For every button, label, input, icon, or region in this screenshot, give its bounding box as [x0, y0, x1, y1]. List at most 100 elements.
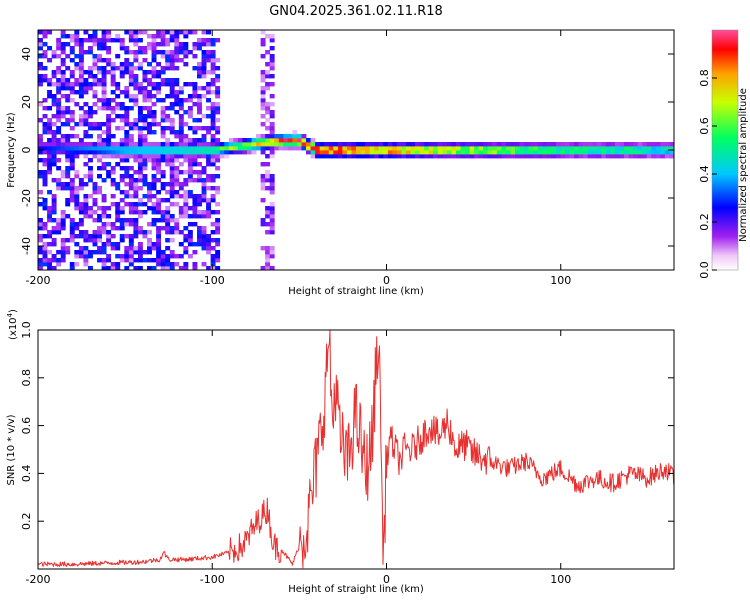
- heatmap-cell: [151, 218, 157, 223]
- heatmap-cell: [51, 146, 57, 151]
- heatmap-cell: [56, 114, 62, 119]
- heatmap-cell: [137, 166, 143, 171]
- heatmap-cell: [110, 262, 116, 267]
- heatmap-cell: [169, 34, 175, 39]
- heatmap-cell: [192, 198, 198, 203]
- heatmap-cell: [65, 94, 71, 99]
- heatmap-cell: [265, 262, 271, 267]
- heatmap-cell: [133, 178, 139, 183]
- heatmap-cell: [160, 114, 166, 119]
- heatmap-cell: [487, 146, 493, 151]
- heatmap-cell: [346, 154, 352, 159]
- heatmap-cell: [147, 90, 152, 95]
- heatmap-cell: [110, 82, 116, 87]
- heatmap-cell: [215, 202, 221, 207]
- heatmap-cell: [156, 90, 162, 95]
- heatmap-cell: [137, 198, 143, 203]
- heatmap-cell: [187, 154, 193, 159]
- heatmap-cell: [206, 266, 212, 270]
- heatmap-cell: [269, 202, 275, 207]
- heatmap-cell: [142, 142, 148, 147]
- heatmap-cell: [664, 154, 670, 159]
- heatmap-cell: [51, 102, 57, 107]
- heatmap-cell: [210, 266, 216, 270]
- heatmap-cell: [165, 238, 171, 243]
- heatmap-cell: [215, 74, 221, 79]
- heatmap-cell: [265, 170, 271, 175]
- colorbar-ticks: 0.00.20.40.60.8: [698, 69, 717, 279]
- heatmap-cell: [187, 178, 193, 183]
- heatmap-cell: [56, 110, 62, 115]
- heatmap-cell: [97, 38, 102, 43]
- heatmap-cell: [192, 150, 198, 155]
- heatmap-cell: [47, 126, 53, 131]
- heatmap-cell: [115, 210, 121, 215]
- heatmap-cell: [360, 154, 366, 159]
- heatmap-cell: [115, 106, 121, 111]
- heatmap-cell: [474, 154, 480, 159]
- heatmap-cell: [169, 142, 175, 147]
- heatmap-cell: [215, 66, 221, 71]
- heatmap-cell: [410, 150, 416, 155]
- heatmap-cell: [206, 90, 212, 95]
- heatmap-cell: [119, 138, 125, 143]
- heatmap-cell: [38, 82, 43, 87]
- heatmap-cell: [187, 50, 193, 55]
- heatmap-cell: [246, 138, 252, 143]
- heatmap-cell: [92, 110, 98, 115]
- heatmap-cell: [47, 58, 53, 63]
- heatmap-cell: [133, 58, 139, 63]
- heatmap-cell: [174, 38, 180, 43]
- heatmap-cell: [169, 186, 175, 191]
- heatmap-cell: [265, 102, 271, 107]
- heatmap-cell: [124, 222, 130, 227]
- heatmap-cell: [97, 98, 102, 103]
- heatmap-cell: [474, 146, 480, 151]
- heatmap-cell: [60, 86, 66, 91]
- heatmap-cell: [92, 62, 98, 67]
- heatmap-cell: [169, 262, 175, 267]
- heatmap-cell: [87, 254, 93, 259]
- heatmap-cell: [265, 210, 271, 215]
- heatmap-cell: [87, 174, 93, 179]
- heatmap-cell: [119, 126, 125, 131]
- heatmap-cell: [151, 182, 157, 187]
- heatmap-cell: [133, 150, 139, 155]
- heatmap-cell: [38, 150, 43, 155]
- heatmap-cell: [187, 146, 193, 151]
- heatmap-cell: [174, 178, 180, 183]
- heatmap-cell: [115, 214, 121, 219]
- heatmap-cell: [169, 94, 175, 99]
- heatmap-cell: [583, 154, 589, 159]
- y-tick-label: 0.6: [20, 417, 33, 435]
- heatmap-cell: [233, 150, 239, 155]
- heatmap-cell: [192, 178, 198, 183]
- heatmap-cell: [183, 158, 189, 163]
- heatmap-cell: [265, 106, 271, 111]
- heatmap-cell: [210, 82, 216, 87]
- heatmap-cell: [210, 146, 216, 151]
- heatmap-cell: [47, 230, 53, 235]
- heatmap-cell: [383, 142, 389, 147]
- heatmap-cell: [51, 122, 57, 127]
- heatmap-cell: [478, 154, 484, 159]
- heatmap-cell: [197, 198, 202, 203]
- heatmap-cell: [97, 78, 102, 83]
- heatmap-cell: [60, 254, 66, 259]
- heatmap-cell: [119, 38, 125, 43]
- heatmap-cell: [101, 198, 107, 203]
- heatmap-cell: [156, 234, 162, 239]
- heatmap-cell: [97, 174, 102, 179]
- heatmap-cell: [42, 54, 48, 59]
- heatmap-cell: [437, 146, 443, 151]
- heatmap-cell: [147, 266, 152, 270]
- heatmap-cell: [87, 234, 93, 239]
- heatmap-cell: [201, 126, 207, 131]
- heatmap-cell: [496, 142, 502, 147]
- heatmap-cell: [87, 146, 93, 151]
- heatmap-cell: [201, 38, 207, 43]
- heatmap-cell: [142, 70, 148, 75]
- heatmap-cell: [137, 30, 143, 35]
- heatmap-cell: [124, 266, 130, 270]
- heatmap-cell: [97, 142, 102, 147]
